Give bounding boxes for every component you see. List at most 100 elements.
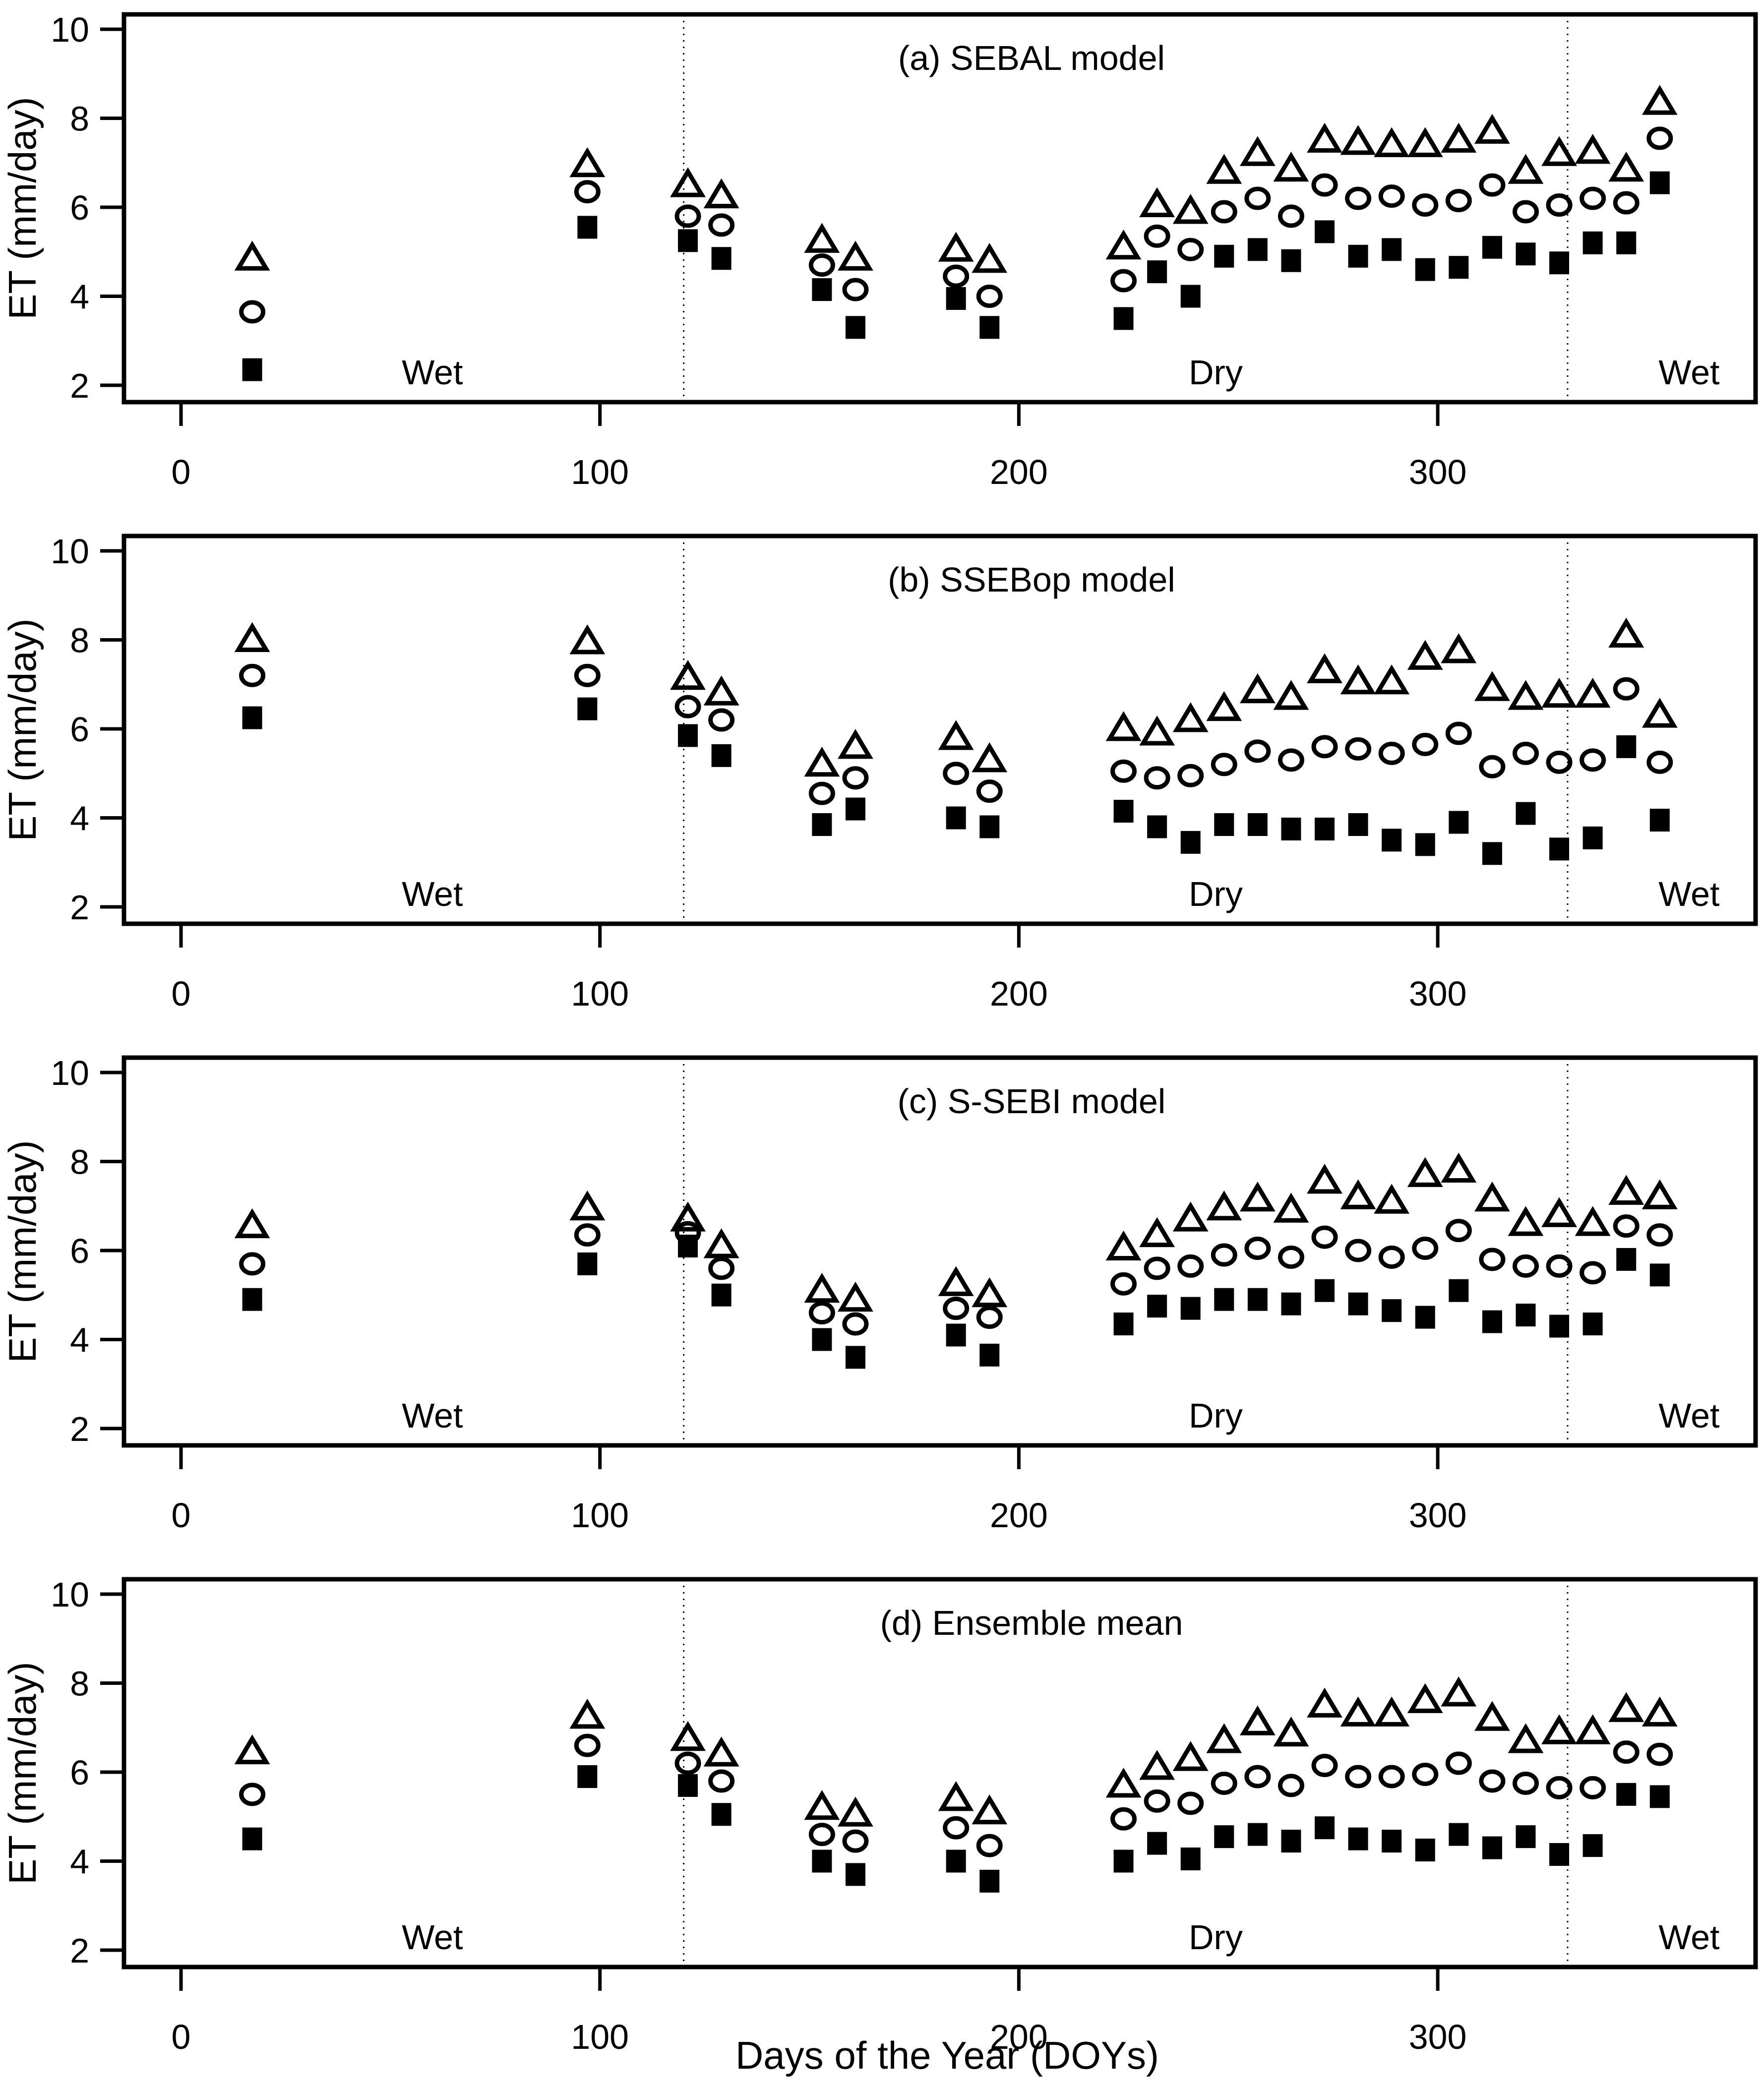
marker-filled-square [1180,285,1201,308]
marker-open-triangle [569,624,606,655]
marker-open-triangle [972,742,1008,773]
marker-filled-square [1147,1295,1167,1318]
marker-open-triangle [670,1201,706,1232]
marker-open-triangle [1441,122,1477,153]
marker-open-triangle [972,1277,1008,1308]
marker-open-circle [1244,1765,1271,1789]
marker-open-circle [1144,766,1170,790]
marker-open-circle [708,1256,735,1280]
marker-open-triangle [1608,1692,1644,1722]
marker-filled-square [1247,238,1268,261]
marker-filled-square [1649,808,1670,832]
marker-open-triangle [1575,134,1611,164]
marker-open-circle [1445,189,1472,213]
marker-open-triangle [1374,1184,1410,1214]
marker-filled-square [242,1827,262,1850]
marker-open-circle [842,1312,869,1336]
marker-open-circle [1211,1243,1237,1267]
y-axis-label: ET (mm/day) [0,97,44,319]
marker-open-triangle [1239,1705,1276,1735]
season-label-wet-2: Wet [1658,1918,1719,1957]
marker-open-circle [1110,759,1137,783]
marker-open-circle [1211,753,1237,776]
marker-open-circle [708,1769,735,1793]
marker-filled-square [577,697,598,720]
marker-open-triangle [1608,617,1644,648]
marker-open-circle [1580,1261,1606,1285]
marker-filled-square [1348,244,1368,268]
marker-filled-square [1582,231,1603,254]
marker-filled-square [1214,1825,1234,1848]
marker-open-circle [1177,1254,1204,1278]
y-tick-label: 8 [70,1143,89,1182]
marker-open-triangle [1474,1701,1510,1731]
marker-open-circle [1445,1751,1472,1775]
marker-open-circle [976,1306,1003,1329]
marker-filled-square [1348,813,1368,836]
marker-open-circle [1646,750,1673,774]
marker-open-triangle [838,240,873,271]
marker-open-circle [842,766,869,790]
marker-filled-square [242,358,262,381]
marker-open-circle [674,695,701,718]
marker-open-circle [808,781,835,805]
marker-open-triangle [569,147,606,178]
season-label-wet-2: Wet [1658,353,1719,392]
marker-filled-square [1180,1848,1201,1871]
marker-open-circle [574,1223,601,1247]
marker-filled-square [1113,307,1134,330]
marker-open-circle [976,1834,1003,1857]
marker-open-circle [708,213,735,237]
season-label-wet-0: Wet [402,875,463,913]
marker-filled-square [979,815,1000,838]
marker-open-circle [1244,1237,1271,1260]
marker-filled-square [1147,260,1167,284]
marker-open-circle [1277,748,1304,772]
y-tick-label: 10 [51,1054,89,1092]
marker-open-circle [708,708,735,732]
marker-open-circle [574,663,601,687]
marker-filled-square [1482,236,1502,259]
marker-filled-square [1582,1312,1603,1336]
marker-open-circle [1512,741,1539,765]
marker-open-triangle [1575,677,1611,708]
marker-open-circle [1479,173,1506,197]
marker-open-circle [1512,200,1539,224]
marker-open-circle [808,1301,835,1325]
marker-open-triangle [1508,1723,1544,1753]
x-tick-label: 300 [1409,453,1467,491]
marker-open-triangle [1575,1714,1611,1744]
marker-filled-square [812,278,832,301]
marker-open-triangle [838,1281,873,1312]
marker-open-circle [1546,1776,1573,1799]
marker-open-triangle [1541,1714,1577,1744]
y-tick-label: 8 [70,100,89,138]
marker-filled-square [946,806,966,830]
y-tick-label: 2 [70,1410,89,1448]
marker-filled-square [1315,817,1335,840]
marker-filled-square [1214,1288,1234,1311]
marker-open-circle [1378,1245,1405,1269]
marker-open-triangle [1642,1696,1678,1727]
marker-open-triangle [569,1699,606,1729]
marker-open-triangle [1642,85,1678,115]
panel-title: (c) S-SEBI model [898,1082,1166,1121]
marker-filled-square [1315,1279,1335,1302]
marker-open-circle [1445,721,1472,745]
marker-open-circle [1580,748,1606,772]
marker-open-triangle [1105,1768,1142,1798]
x-tick-label: 300 [1409,1496,1467,1535]
marker-open-circle [943,264,970,288]
marker-open-circle [1646,126,1673,150]
marker-filled-square [1281,1292,1301,1315]
marker-filled-square [1649,1263,1670,1287]
marker-open-circle [1345,186,1372,210]
marker-open-circle [1646,1742,1673,1766]
marker-open-circle [1277,1774,1304,1797]
marker-open-triangle [1575,1206,1611,1236]
marker-open-triangle [1139,716,1175,746]
marker-open-circle [1110,1272,1137,1296]
panel-a: 0 100 200 300 2 4 6 8 10 ET (mm/day) (a) SEBAL mod… [0,10,1758,491]
marker-open-triangle [1105,1230,1142,1261]
